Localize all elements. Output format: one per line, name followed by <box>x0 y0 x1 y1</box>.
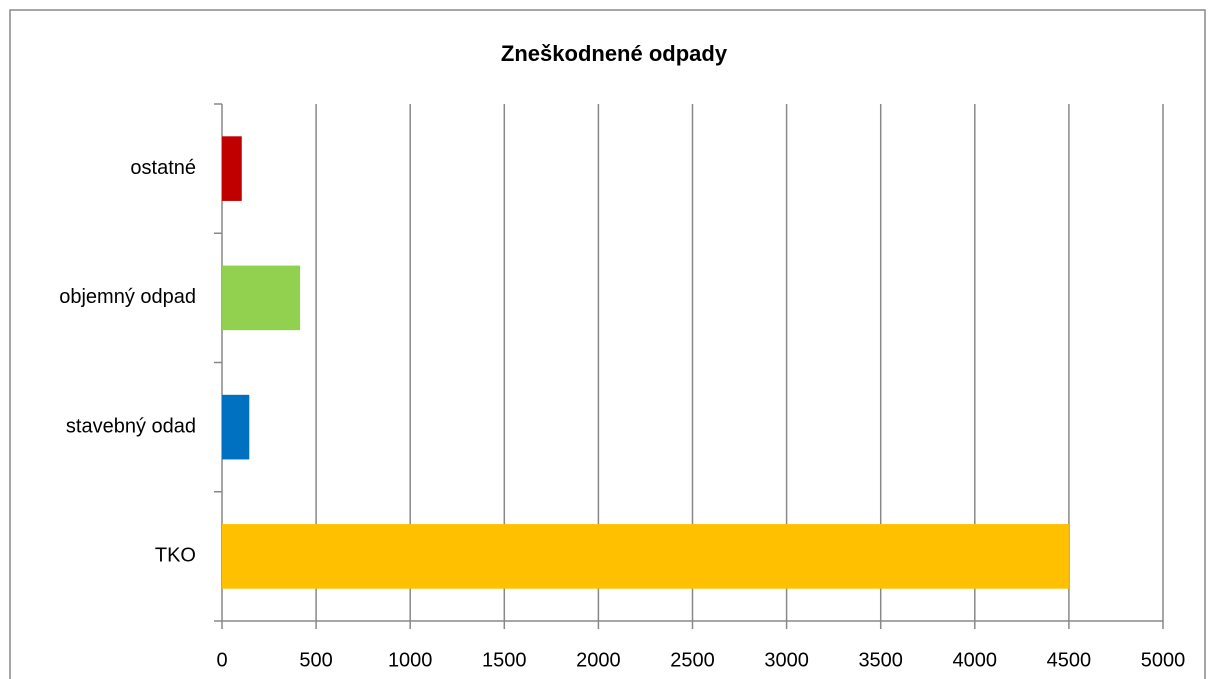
bar <box>222 265 301 331</box>
chart-title: Zneškodnené odpady <box>501 41 728 66</box>
x-tick-label: 1500 <box>482 649 527 671</box>
x-tick-label: 2000 <box>576 649 621 671</box>
x-tick-label: 2500 <box>670 649 715 671</box>
bar <box>222 524 1069 589</box>
x-tick-label: 4000 <box>953 649 998 671</box>
y-tick-label: ostatné <box>130 157 196 179</box>
x-tick-label: 1000 <box>388 649 433 671</box>
x-tick-label: 0 <box>216 649 227 671</box>
x-tick-label: 500 <box>299 649 332 671</box>
x-tick-label: 3000 <box>764 649 809 671</box>
y-tick-label: objemný odpad <box>59 286 196 308</box>
chart-frame <box>9 9 1206 679</box>
y-tick-label: stavebný odad <box>66 415 196 437</box>
bar <box>222 394 250 460</box>
x-tick-label: 4500 <box>1047 649 1092 671</box>
x-tick-label: 3500 <box>858 649 903 671</box>
y-tick-label: TKO <box>155 545 196 567</box>
bar <box>222 136 242 201</box>
x-tick-label: 5000 <box>1141 649 1186 671</box>
